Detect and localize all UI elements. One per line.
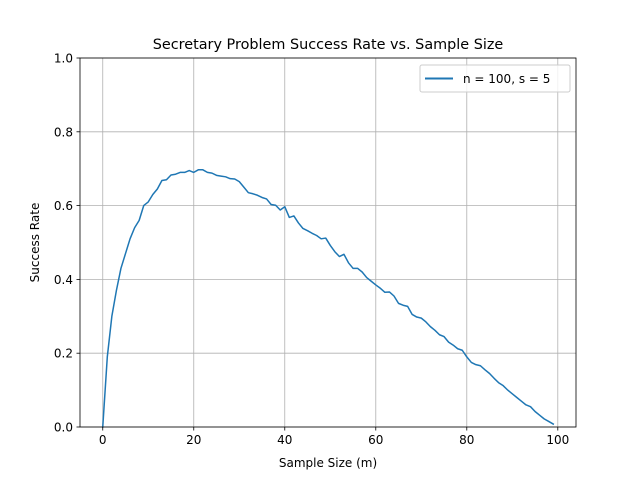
series-line [101, 169, 555, 428]
y-tick-label: 0.2 [54, 347, 73, 361]
axes-frame [79, 57, 577, 428]
series-layer [101, 169, 555, 428]
x-axis-label: Sample Size (m) [279, 456, 377, 470]
y-tick-label: 0.6 [54, 199, 73, 213]
y-axis-label: Success Rate [28, 203, 42, 283]
x-tick-label: 100 [546, 433, 569, 447]
legend-label: n = 100, s = 5 [463, 72, 550, 86]
legend-frame [419, 64, 571, 93]
grid-lines [80, 57, 576, 428]
x-tick-label: 20 [186, 433, 201, 447]
x-tick-label: 40 [277, 433, 292, 447]
legend: n = 100, s = 5 [419, 64, 571, 93]
chart-title: Secretary Problem Success Rate vs. Sampl… [153, 37, 504, 53]
axis-ticks: 0 20 40 60 80 100 0.0 0.2 0.4 0.6 0.8 1.0 [54, 52, 569, 448]
x-tick-label: 80 [459, 433, 474, 447]
y-tick-label: 0.0 [54, 421, 73, 435]
y-tick-label: 0.4 [54, 273, 73, 287]
y-tick-label: 0.8 [54, 125, 73, 139]
y-tick-label: 1.0 [54, 52, 73, 66]
x-tick-label: 0 [99, 433, 107, 447]
x-tick-label: 60 [368, 433, 383, 447]
